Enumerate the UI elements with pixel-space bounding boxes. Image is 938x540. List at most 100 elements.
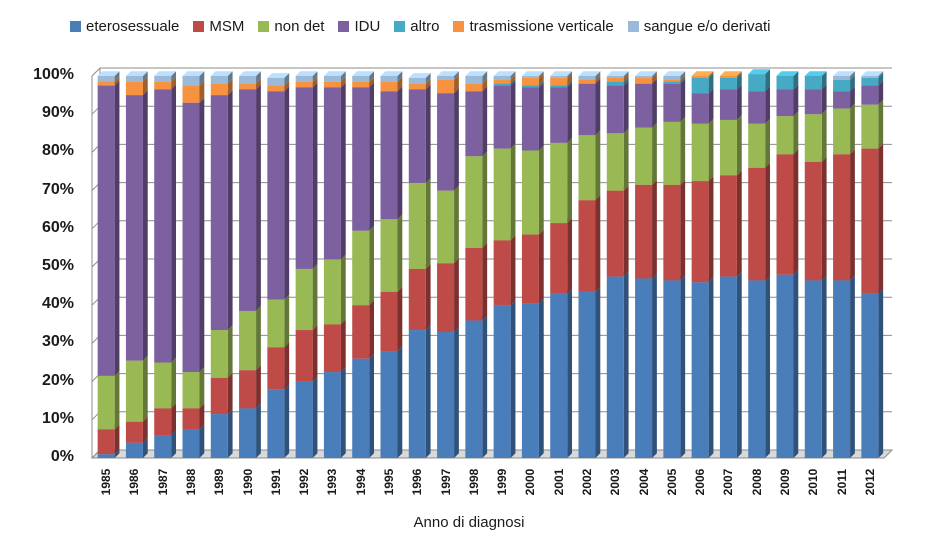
bar-front: [691, 181, 709, 283]
bar-front: [861, 76, 879, 78]
bar-front: [606, 85, 624, 134]
bar-side: [510, 300, 516, 458]
bar-front: [352, 76, 370, 82]
bar-front: [493, 240, 511, 306]
bar-side: [142, 355, 148, 422]
x-tick-label: 2012: [862, 468, 877, 496]
bar-front: [719, 276, 737, 458]
bar-front: [861, 104, 879, 149]
bar-front: [635, 184, 653, 279]
bar-segment: [578, 71, 601, 80]
bar-front: [125, 360, 143, 422]
bar-side: [793, 269, 799, 458]
bar-front: [380, 219, 398, 292]
bar-segment: [776, 149, 799, 275]
bar-top: [239, 71, 261, 76]
bar-front: [380, 76, 398, 82]
bar-front: [239, 408, 257, 458]
bar-side: [284, 342, 290, 390]
legend-swatch: [193, 21, 205, 32]
bar-segment: [719, 170, 742, 277]
bar-front: [776, 154, 794, 275]
y-tick-label: 0%: [50, 448, 74, 465]
bar-segment: [521, 71, 544, 78]
bar-side: [510, 80, 516, 149]
bar-segment: [295, 376, 318, 458]
bar-side: [623, 80, 629, 134]
bar-side: [510, 78, 516, 86]
bar-front: [154, 435, 172, 458]
bar-front: [437, 93, 455, 191]
bar-front: [521, 303, 539, 458]
bar-side: [510, 235, 516, 306]
bar-side: [482, 78, 488, 92]
legend-item: altro: [394, 18, 439, 35]
bar-front: [550, 76, 568, 78]
bar-front: [550, 87, 568, 143]
bar-side: [708, 118, 714, 182]
legend-label: eterosessuale: [86, 18, 180, 35]
bar-front: [833, 108, 851, 155]
bar-segment: [97, 71, 120, 82]
bar-front: [352, 87, 370, 231]
x-tick-label: 1987: [155, 468, 170, 496]
bar-side: [567, 138, 573, 224]
bar-front: [493, 148, 511, 241]
bar-segment: [748, 275, 771, 458]
bar-side: [652, 180, 657, 279]
bar-segment: [97, 371, 120, 430]
bar-segment: [380, 86, 403, 220]
bar-front: [352, 358, 370, 458]
bar-front: [833, 154, 851, 281]
bar-front: [804, 76, 822, 90]
legend-item: trasmissione verticale: [453, 18, 614, 35]
bar-segment: [833, 275, 855, 458]
bar-top: [352, 71, 375, 76]
bar-side: [340, 71, 346, 82]
bar-side: [538, 229, 544, 304]
bar-front: [578, 76, 596, 80]
bar-side: [595, 78, 601, 136]
bar-segment: [550, 71, 573, 78]
bar-side: [652, 71, 657, 78]
legend-label: altro: [410, 18, 440, 35]
bar-segment: [437, 71, 459, 80]
bar-front: [408, 268, 426, 331]
bar-top: [210, 71, 233, 76]
bar-segment: [154, 84, 177, 363]
bar-front: [719, 77, 737, 90]
bar-front: [210, 330, 228, 378]
bar-front: [663, 81, 681, 84]
bar-side: [482, 315, 488, 458]
bar-front: [550, 77, 568, 86]
legend-item: non det: [258, 18, 324, 35]
bar-top: [380, 71, 403, 76]
x-tick-label: 1999: [495, 468, 510, 496]
bar-side: [793, 71, 799, 90]
bar-side: [482, 71, 488, 84]
bar-segment: [210, 409, 233, 458]
bar-side: [284, 294, 290, 348]
x-tick-label: 2007: [721, 468, 736, 496]
bar-top: [323, 71, 346, 76]
bar-front: [437, 76, 455, 80]
bar-segment: [691, 118, 714, 182]
bar-front: [295, 87, 313, 269]
bar-front: [267, 347, 285, 390]
bar-front: [267, 85, 285, 92]
bar-segment: [493, 300, 516, 458]
x-tick-label: 1996: [410, 468, 425, 496]
bar-side: [680, 71, 686, 80]
bar-front: [606, 77, 624, 82]
bar-segment: [323, 319, 346, 373]
bar-side: [369, 225, 375, 306]
x-tick-label: 1994: [353, 468, 368, 496]
bar-segment: [210, 90, 233, 331]
bar-side: [510, 71, 516, 80]
bar-segment: [635, 71, 657, 78]
bar-segment: [352, 71, 375, 82]
bar-segment: [663, 275, 686, 458]
legend-label: IDU: [354, 18, 381, 35]
bar-side: [397, 86, 403, 220]
